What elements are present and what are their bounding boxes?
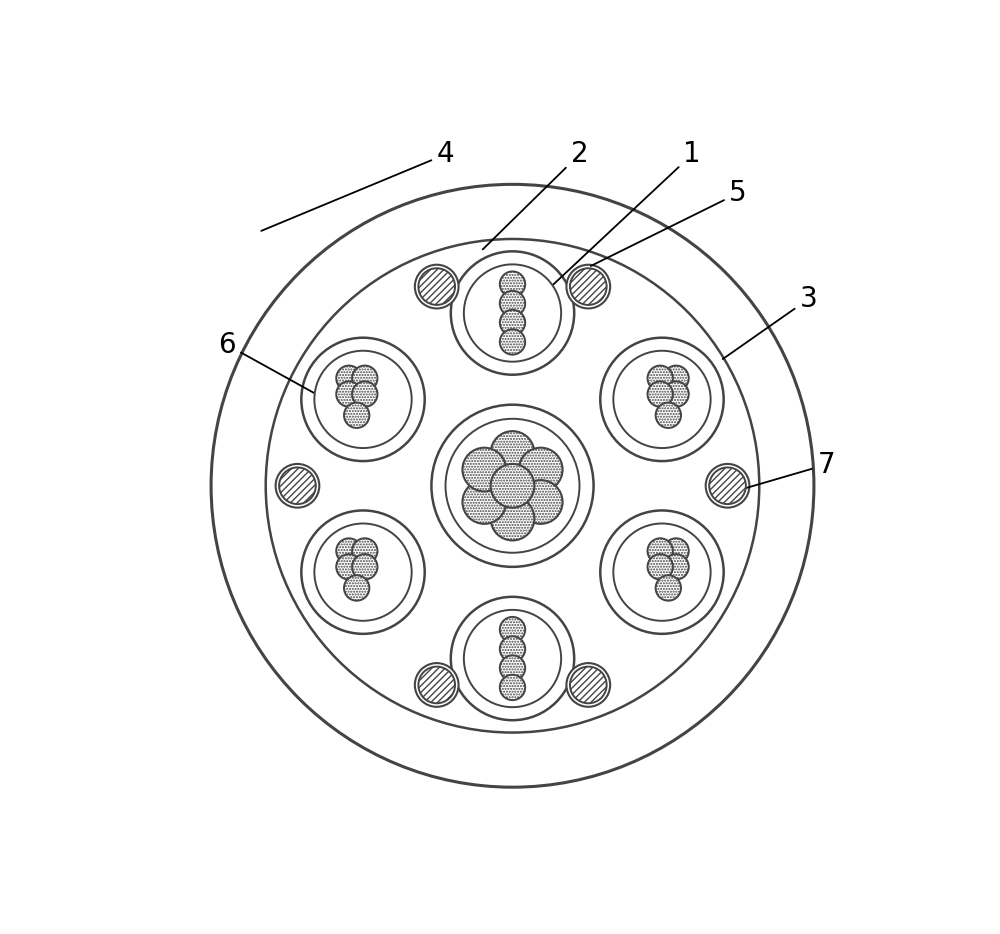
Circle shape xyxy=(663,365,689,391)
Circle shape xyxy=(462,480,506,524)
Circle shape xyxy=(344,575,369,601)
Text: 5: 5 xyxy=(591,179,747,266)
Circle shape xyxy=(336,365,362,391)
Circle shape xyxy=(500,636,525,661)
Circle shape xyxy=(566,264,610,308)
Circle shape xyxy=(500,674,525,700)
Circle shape xyxy=(648,381,673,407)
Circle shape xyxy=(663,538,689,564)
Circle shape xyxy=(464,264,561,361)
Circle shape xyxy=(600,511,724,634)
Circle shape xyxy=(418,268,455,304)
Circle shape xyxy=(451,597,574,720)
Circle shape xyxy=(491,497,534,541)
Circle shape xyxy=(663,554,689,579)
Circle shape xyxy=(491,432,534,474)
Circle shape xyxy=(491,464,534,508)
Text: 7: 7 xyxy=(744,450,835,488)
Circle shape xyxy=(500,290,525,317)
Circle shape xyxy=(648,365,673,391)
Circle shape xyxy=(500,656,525,681)
Circle shape xyxy=(314,523,412,621)
Circle shape xyxy=(500,310,525,335)
Circle shape xyxy=(352,538,377,564)
Circle shape xyxy=(519,480,563,524)
Circle shape xyxy=(462,447,506,491)
Circle shape xyxy=(352,554,377,579)
Circle shape xyxy=(706,464,749,508)
Circle shape xyxy=(648,554,673,579)
Text: 3: 3 xyxy=(723,285,818,359)
Circle shape xyxy=(415,264,459,308)
Text: 6: 6 xyxy=(218,331,323,398)
Circle shape xyxy=(211,184,814,787)
Circle shape xyxy=(446,418,579,553)
Circle shape xyxy=(566,663,610,707)
Circle shape xyxy=(279,467,316,504)
Circle shape xyxy=(418,667,455,703)
Text: 2: 2 xyxy=(483,140,588,249)
Circle shape xyxy=(336,554,362,579)
Circle shape xyxy=(451,251,574,375)
Circle shape xyxy=(415,663,459,707)
Circle shape xyxy=(663,381,689,407)
Circle shape xyxy=(352,365,377,391)
Circle shape xyxy=(613,351,711,448)
Circle shape xyxy=(276,464,319,508)
Circle shape xyxy=(500,617,525,643)
Circle shape xyxy=(344,403,369,428)
Text: 4: 4 xyxy=(261,140,454,231)
Circle shape xyxy=(613,523,711,621)
Circle shape xyxy=(709,467,746,504)
Circle shape xyxy=(301,511,425,634)
Circle shape xyxy=(336,381,362,407)
Circle shape xyxy=(656,575,681,601)
Circle shape xyxy=(570,667,607,703)
Circle shape xyxy=(352,381,377,407)
Circle shape xyxy=(266,239,759,732)
Circle shape xyxy=(301,338,425,461)
Circle shape xyxy=(336,538,362,564)
Circle shape xyxy=(519,447,563,491)
Circle shape xyxy=(656,403,681,428)
Circle shape xyxy=(600,338,724,461)
Circle shape xyxy=(570,268,607,304)
Circle shape xyxy=(464,610,561,707)
Circle shape xyxy=(648,538,673,564)
Circle shape xyxy=(500,272,525,297)
Text: 1: 1 xyxy=(529,140,701,307)
Circle shape xyxy=(314,351,412,448)
Circle shape xyxy=(431,404,594,567)
Circle shape xyxy=(500,330,525,355)
